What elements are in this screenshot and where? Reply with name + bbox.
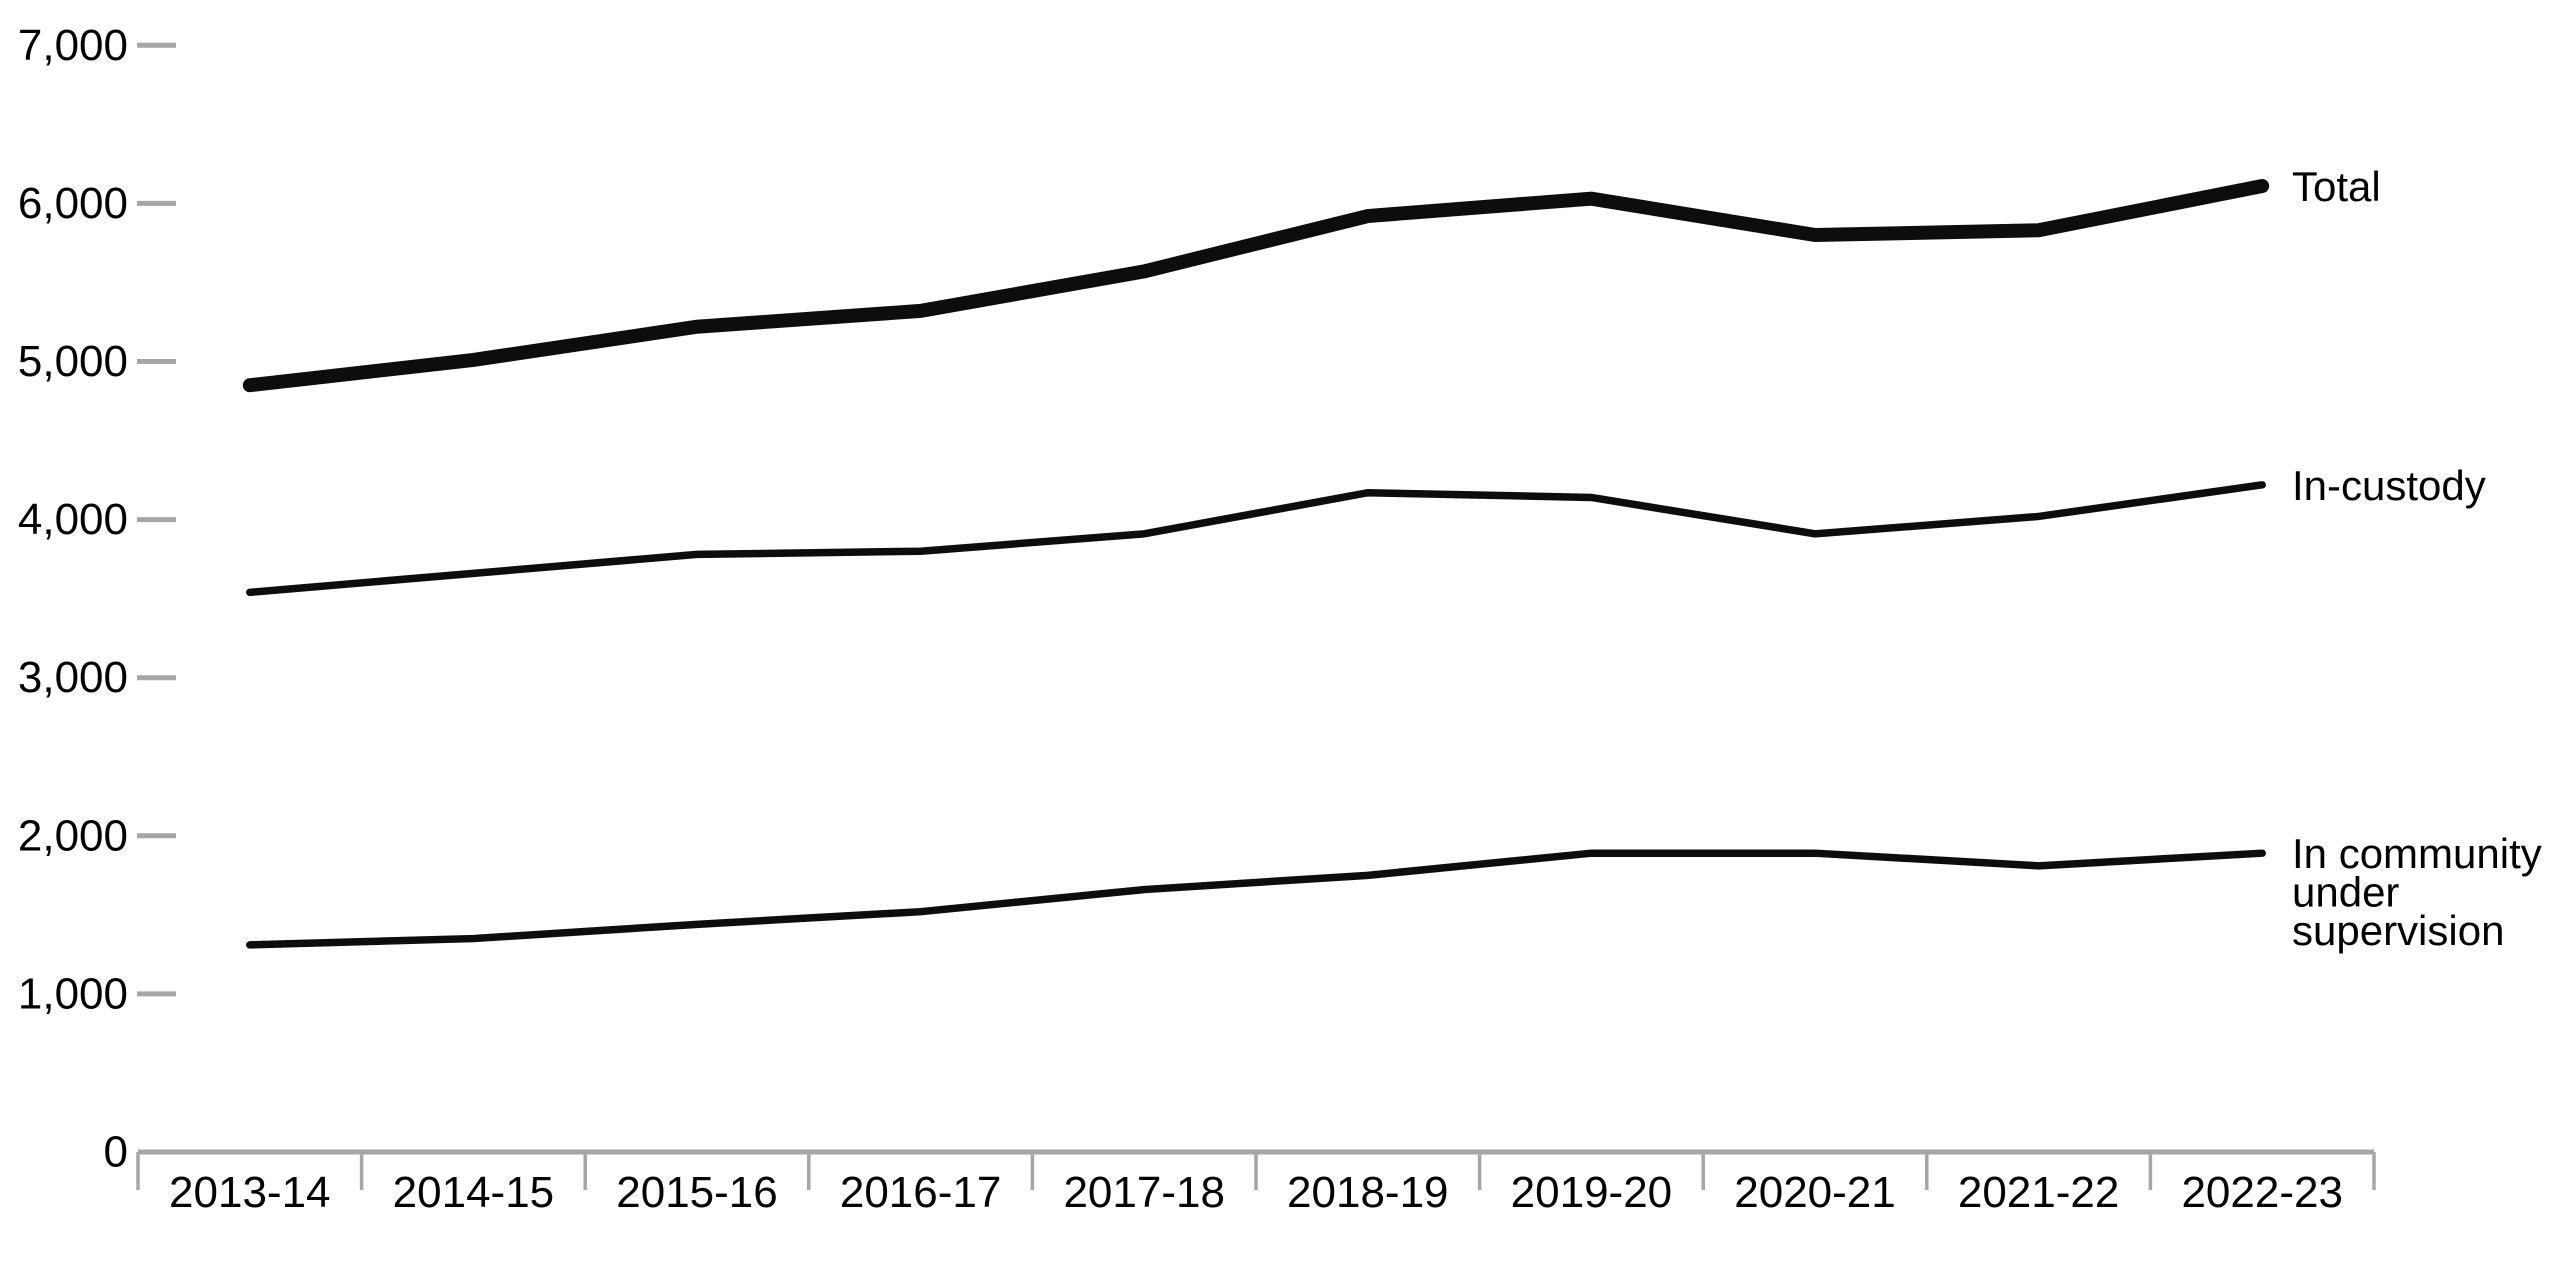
x-axis-label: 2020-21 (1734, 1168, 1895, 1217)
x-axis-label: 2013-14 (169, 1168, 330, 1217)
x-axis-label: 2019-20 (1511, 1168, 1672, 1217)
series-label-line: under (2292, 868, 2399, 915)
series-label-line: Total (2292, 163, 2381, 210)
y-axis-label: 5,000 (18, 337, 128, 386)
total-line (242, 179, 2270, 393)
x-axis-label: 2014-15 (393, 1168, 554, 1217)
in-community-under-supervision-series-label: In community under supervision (2292, 830, 2542, 954)
y-axis-label: 3,000 (18, 653, 128, 702)
x-axis-label: 2022-23 (2181, 1168, 2342, 1217)
x-axis-label: 2021-22 (1958, 1168, 2119, 1217)
series-label-line: supervision (2292, 907, 2504, 954)
y-axis-label: 0 (104, 1128, 128, 1177)
y-axis-label: 7,000 (18, 21, 128, 70)
in-custody-series-label: In-custody (2292, 461, 2486, 508)
x-axis-label: 2016-17 (840, 1168, 1001, 1217)
series-label-line: In community (2292, 830, 2542, 877)
y-axis-label: 4,000 (18, 495, 128, 544)
y-axis-label: 2,000 (18, 811, 128, 860)
x-axis-label: 2015-16 (616, 1168, 777, 1217)
x-axis-label: 2018-19 (1287, 1168, 1448, 1217)
in-community-under-supervision-line (246, 849, 2266, 949)
total-series-label: Total (2292, 163, 2381, 210)
x-axis-label: 2017-18 (1063, 1168, 1224, 1217)
in-custody-line (246, 481, 2266, 597)
series-label-line: In-custody (2292, 461, 2486, 508)
y-axis-label: 1,000 (18, 969, 128, 1018)
y-axis-label: 6,000 (18, 179, 128, 228)
